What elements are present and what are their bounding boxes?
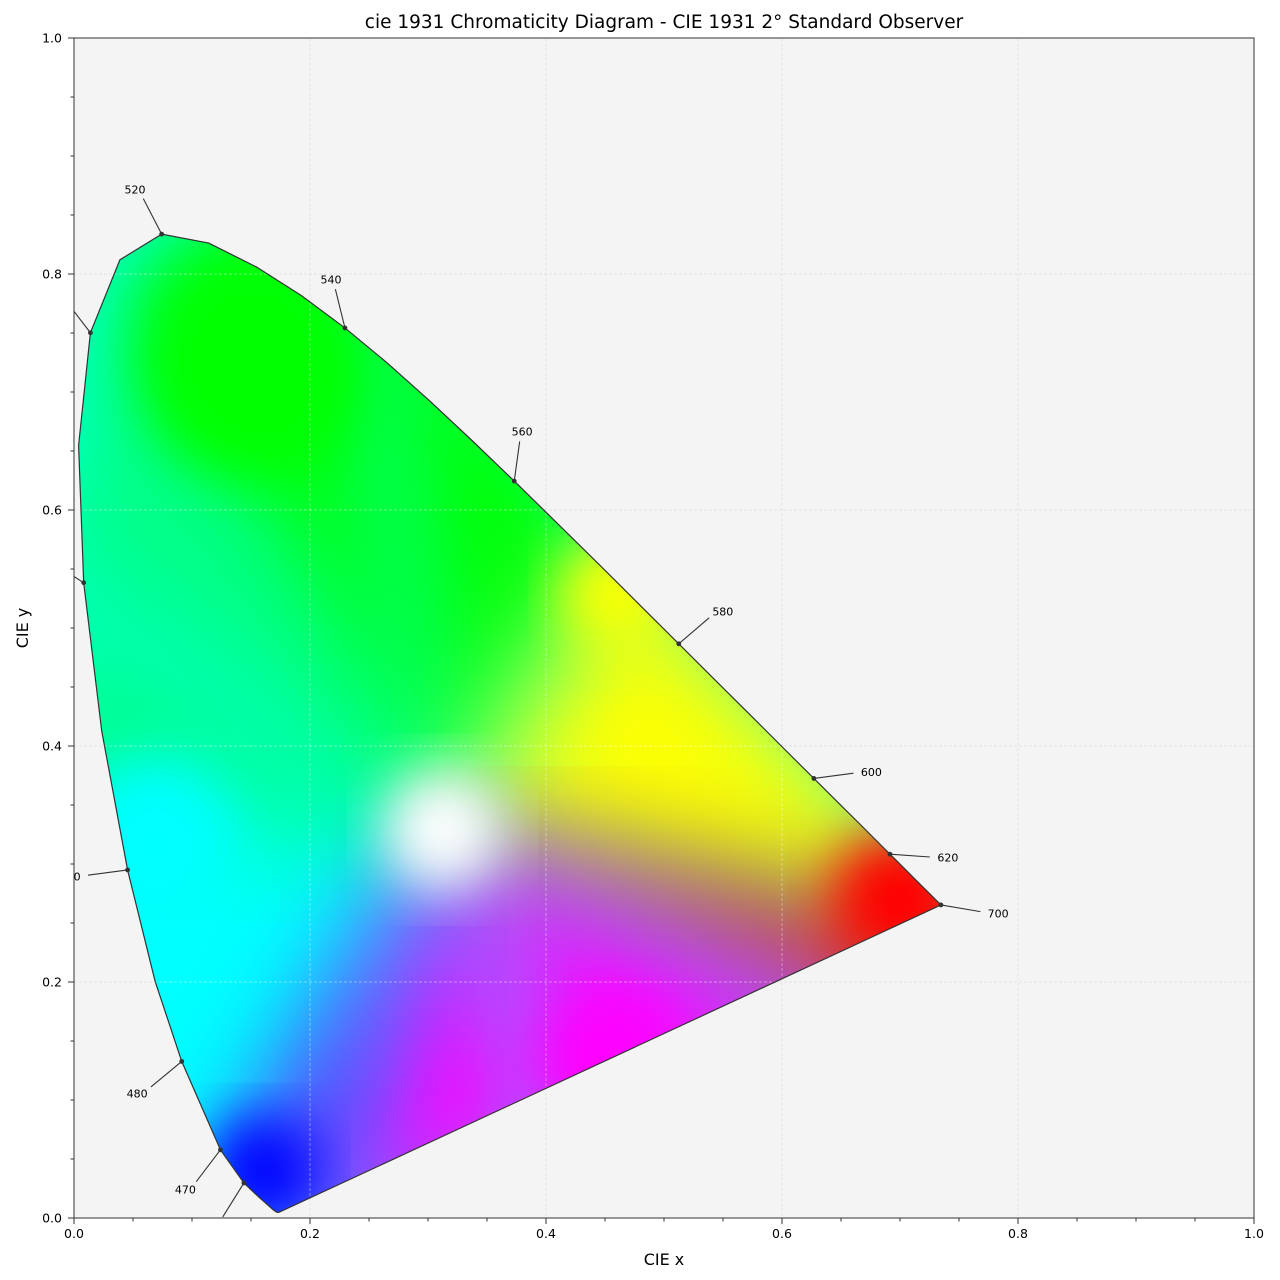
wavelength-leader: [813, 772, 854, 779]
wavelength-leader: [678, 617, 710, 645]
wavelength-marker: [241, 1180, 247, 1186]
wavelength-marker: [179, 1059, 185, 1064]
wavelength-label: 540: [321, 273, 342, 286]
x-axis-title: CIE x: [644, 1250, 685, 1269]
y-tick-label: 0.0: [42, 1211, 62, 1226]
y-tick-label: 0.8: [42, 267, 62, 282]
wavelength-label: 480: [127, 1087, 148, 1100]
wavelength-leader: [940, 904, 981, 913]
wavelength-marker: [342, 325, 348, 331]
wavelength-marker: [938, 902, 944, 908]
wavelength-label: 700: [988, 907, 1009, 920]
wavelength-label: 470: [175, 1184, 196, 1197]
wavelength-label: 490: [60, 870, 81, 883]
wavelength-leader: [195, 1149, 221, 1182]
y-tick-label: 1.0: [42, 31, 62, 46]
wavelength-marker: [511, 478, 517, 484]
wavelength-leader: [222, 1182, 245, 1218]
wavelength-marker: [218, 1147, 223, 1153]
wavelength-marker: [159, 231, 165, 237]
wavelength-leader: [142, 198, 163, 235]
wavelength-leader: [513, 441, 521, 482]
wavelength-marker: [811, 776, 817, 781]
wavelength-marker: [125, 867, 130, 873]
wavelength-marker: [88, 330, 93, 336]
x-tick-label: 0.4: [536, 1226, 556, 1241]
wavelength-label: 580: [712, 605, 733, 618]
y-tick-label: 0.2: [42, 975, 62, 990]
wavelength-leader: [87, 869, 128, 876]
wavelength-leader: [74, 310, 91, 334]
wavelength-label: 520: [125, 184, 146, 197]
wavelength-label: 510: [45, 287, 66, 300]
x-tick-label: 1.0: [1244, 1226, 1264, 1241]
chart-title: cie 1931 Chromaticity Diagram - CIE 1931…: [365, 12, 964, 33]
white-point-glow: [382, 769, 503, 890]
x-tick-label: 0.6: [772, 1226, 792, 1241]
x-tick-label: 0.2: [300, 1226, 320, 1241]
wavelength-label: 620: [937, 852, 958, 865]
wavelength-label: 600: [861, 766, 882, 779]
y-tick-label: 0.6: [42, 503, 62, 518]
y-tick-label: 0.4: [42, 739, 62, 754]
x-tick-label: 0.0: [64, 1226, 84, 1241]
wavelength-leader: [889, 853, 930, 858]
wavelength-marker: [887, 851, 893, 857]
wavelength-marker: [81, 580, 87, 586]
wavelength-marker: [676, 641, 682, 647]
wavelength-label: 560: [512, 426, 533, 439]
x-tick-label: 0.8: [1008, 1226, 1028, 1241]
y-axis-title: CIE y: [13, 608, 32, 649]
wavelength-label: 500: [24, 550, 45, 563]
wavelength-leader: [334, 288, 346, 329]
wavelength-annotations: 460 470 480 490 500 510 520 540 560 580 600 620 700: [24, 184, 1009, 1232]
green-corner: [141, 258, 361, 479]
wavelength-label: 460: [203, 1219, 224, 1232]
gamut-region: [78, 274, 443, 830]
wavelength-leader: [150, 1060, 183, 1088]
axis-ticks: 0.0 0.2 0.4 0.6 0.8 1.0 0.0 0.2 0.4 0.6 0.8 1.0: [42, 31, 1264, 1242]
wavelength-leader: [74, 575, 84, 584]
